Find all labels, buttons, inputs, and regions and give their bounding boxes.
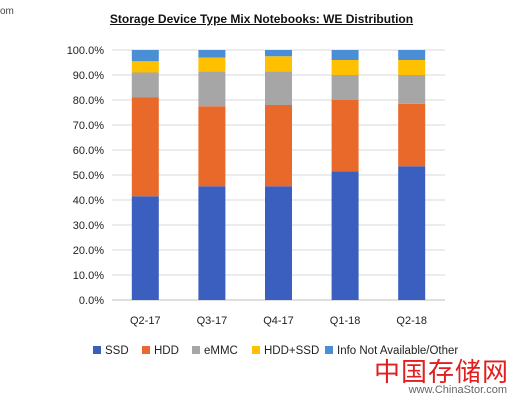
bar-segment xyxy=(265,105,292,187)
bar-segment xyxy=(331,100,359,172)
watermark-url: www.ChinaStor.com xyxy=(408,384,507,396)
x-tick-label: Q3-17 xyxy=(197,315,228,327)
bar-segment xyxy=(131,50,159,62)
bar-segment xyxy=(398,103,426,167)
y-axis-ticks: 0.0% 10.0% 20.0% 30.0% 40.0% 50.0% 60.0% 70.0% 8… xyxy=(67,45,105,307)
y-tick-label: 0.0% xyxy=(79,295,104,307)
legend: SSD HDD eMMC HDD+SSD Info Not Available/Othe… xyxy=(93,345,458,357)
y-tick-label: 10.0% xyxy=(73,270,104,282)
legend-label: Info Not Available/Other xyxy=(337,345,458,357)
y-tick-label: 50.0% xyxy=(73,170,104,182)
y-tick-label: 100.0% xyxy=(67,45,105,57)
legend-label: HDD+SSD xyxy=(264,345,319,357)
bar-segment xyxy=(131,97,159,197)
bar-segment xyxy=(331,60,359,75)
bar-segment xyxy=(331,50,359,60)
x-tick-label: Q1-18 xyxy=(330,315,361,327)
legend-label: HDD xyxy=(154,345,179,357)
bars xyxy=(131,50,426,300)
bar-segment xyxy=(265,56,292,72)
legend-swatch xyxy=(192,346,200,354)
bar-segment xyxy=(398,50,426,60)
bar-segment xyxy=(198,186,226,300)
y-tick-label: 60.0% xyxy=(73,145,104,157)
cropped-text: om xyxy=(0,6,14,17)
bar-segment xyxy=(131,61,159,73)
y-tick-label: 90.0% xyxy=(73,70,104,82)
y-tick-label: 40.0% xyxy=(73,195,104,207)
y-tick-label: 20.0% xyxy=(73,245,104,257)
bar-segment xyxy=(331,75,359,100)
legend-label: eMMC xyxy=(204,345,238,357)
bar-segment xyxy=(265,71,292,105)
y-tick-label: 30.0% xyxy=(73,220,104,232)
legend-swatch xyxy=(252,346,260,354)
bar-segment xyxy=(398,75,426,104)
watermark-chinese: 中国存储网 xyxy=(373,358,509,388)
x-tick-label: Q4-17 xyxy=(263,315,294,327)
bar-segment xyxy=(265,186,292,300)
bar-segment xyxy=(398,60,426,75)
x-tick-label: Q2-17 xyxy=(130,315,161,327)
bar-segment xyxy=(198,106,226,187)
bar-segment xyxy=(265,50,292,57)
x-axis-ticks: Q2-17 Q3-17 Q4-17 Q1-18 Q2-18 xyxy=(130,315,427,327)
legend-label: SSD xyxy=(105,345,129,357)
bar-segment xyxy=(331,171,359,300)
legend-swatch xyxy=(93,346,101,354)
bar-segment xyxy=(131,72,159,98)
y-tick-label: 70.0% xyxy=(73,120,104,132)
x-tick-label: Q2-18 xyxy=(396,315,427,327)
bar-segment xyxy=(198,50,226,58)
bar-segment xyxy=(198,57,226,72)
legend-swatch xyxy=(325,346,333,354)
bar-segment xyxy=(131,196,159,300)
bar-segment xyxy=(398,166,426,300)
bar-segment xyxy=(198,71,226,107)
legend-swatch xyxy=(142,346,150,354)
chart-title: Storage Device Type Mix Notebooks: WE Di… xyxy=(109,12,414,26)
y-tick-label: 80.0% xyxy=(73,95,104,107)
